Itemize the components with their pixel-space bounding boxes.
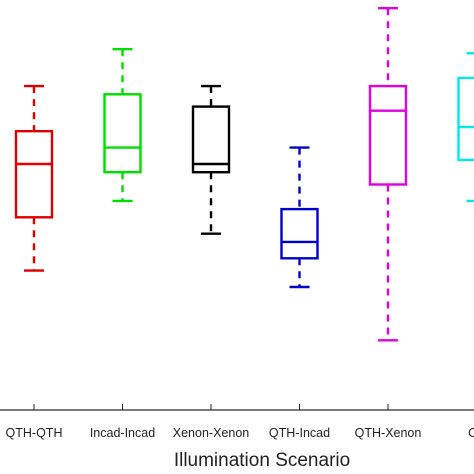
x-tick-label: Incad-Incad (90, 426, 155, 440)
iqr-box (457, 76, 474, 162)
box-qth-qth (14, 84, 54, 272)
box-xenon-xenon (191, 84, 231, 235)
x-tick-label: QTH-Xenon (355, 426, 422, 440)
plot-area-frame (0, 409, 474, 411)
x-tick-label: Ou (468, 426, 474, 440)
box-qth-xenon (368, 6, 408, 342)
iqr-box (103, 93, 142, 174)
iqr-box (191, 105, 231, 174)
x-tick-label: QTH-Incad (269, 426, 330, 440)
boxes-layer (14, 6, 474, 342)
box-incad-incad (103, 48, 142, 203)
box-ou (457, 52, 474, 203)
iqr-box (368, 84, 408, 186)
x-tick-label: Xenon-Xenon (173, 426, 250, 440)
x-ticks-layer: QTH-QTH Incad-Incad Xenon-Xenon QTH-Incad QT… (6, 404, 474, 440)
x-tick-label: QTH-QTH (6, 426, 63, 440)
iqr-box (280, 207, 319, 260)
box-qth-incad (280, 146, 319, 289)
iqr-box (14, 129, 54, 219)
x-axis-title: Illumination Scenario (174, 450, 350, 471)
